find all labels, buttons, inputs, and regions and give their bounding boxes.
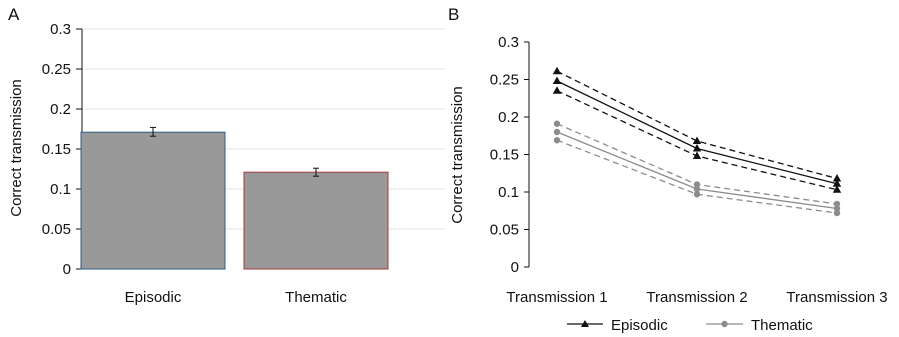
panel-b-x-tick-label: Transmission 2 <box>646 289 747 306</box>
panel-a-y-axis-title: Correct transmission <box>8 79 25 217</box>
panel-a-y-tick-label: 0 <box>63 261 71 278</box>
panel-a-bar-chart: Correct transmission 0 0.05 0.1 0.15 0.2 0.25… <box>8 21 445 306</box>
panel-a-y-tick-label: 0.15 <box>42 141 71 158</box>
panel-b-y-tick-label: 0 <box>511 259 519 276</box>
panel-b-thematic-point <box>693 181 701 188</box>
panel-b-episodic-point <box>692 144 702 152</box>
panel-b-y-tick-label: 0.2 <box>498 109 519 126</box>
panel-a-x-tick-label: Thematic <box>285 289 347 306</box>
panel-b-thematic-point <box>693 185 701 193</box>
panel-a-y-tick-label: 0.1 <box>50 181 71 198</box>
panel-a-y-tick-label: 0.25 <box>42 61 71 78</box>
panel-a-bar-episodic <box>80 131 226 270</box>
legend-thematic-label: Thematic <box>751 317 813 334</box>
panel-b-episodic-point <box>692 151 702 159</box>
panel-b-label: B <box>448 5 459 24</box>
panel-b-episodic-upper-ci-line <box>556 70 838 180</box>
panel-b-thematic-point <box>553 137 561 144</box>
legend-episodic-label: Episodic <box>611 317 668 334</box>
panel-b-episodic-point <box>832 185 842 193</box>
panel-a-label: A <box>8 5 20 24</box>
panel-b-y-tick-label: 0.1 <box>498 184 519 201</box>
panel-b-x-tick-label: Transmission 1 <box>506 289 607 306</box>
panel-b-thematic-point <box>693 191 701 198</box>
panel-b-legend: Episodic Thematic <box>567 317 813 334</box>
panel-a-x-tick-label: Episodic <box>125 289 182 306</box>
legend-episodic-triangle-icon <box>581 320 589 327</box>
panel-b-y-tick-label: 0.15 <box>490 147 519 164</box>
panel-b-episodic-point <box>552 76 562 84</box>
panel-b-y-axis-title: Correct transmission <box>449 86 466 224</box>
legend-thematic-circle-icon <box>721 320 728 328</box>
panel-b-thematic-point <box>833 200 841 208</box>
panel-b-episodic-point <box>832 179 842 187</box>
panel-b-thematic-point <box>833 209 841 217</box>
panel-b-episodic-point <box>552 86 562 94</box>
panel-b-episodic-point <box>552 66 562 75</box>
panel-a-bar-thematic <box>243 171 389 270</box>
panel-b-thematic-point <box>553 128 561 136</box>
panel-b-y-tick-label: 0.3 <box>498 34 519 51</box>
panel-b-y-tick-label: 0.25 <box>490 72 519 89</box>
panel-b-thematic-point <box>553 120 561 127</box>
panel-a-y-tick-label: 0.2 <box>50 101 71 118</box>
panel-b-thematic-point <box>833 205 841 212</box>
panel-a-y-tick-label: 0.05 <box>42 221 71 238</box>
panel-b-episodic-point <box>832 174 842 182</box>
panel-b-x-tick-label: Transmission 3 <box>786 289 887 306</box>
panel-b-episodic-mean-line <box>556 80 838 185</box>
panel-b-line-chart: Correct transmission 0 0.05 0.1 0.15 0.2 0.25… <box>449 34 888 306</box>
panel-b-episodic-point <box>692 136 702 144</box>
panel-a-y-tick-label: 0.3 <box>50 21 71 38</box>
panel-b-y-tick-label: 0.05 <box>490 222 519 239</box>
